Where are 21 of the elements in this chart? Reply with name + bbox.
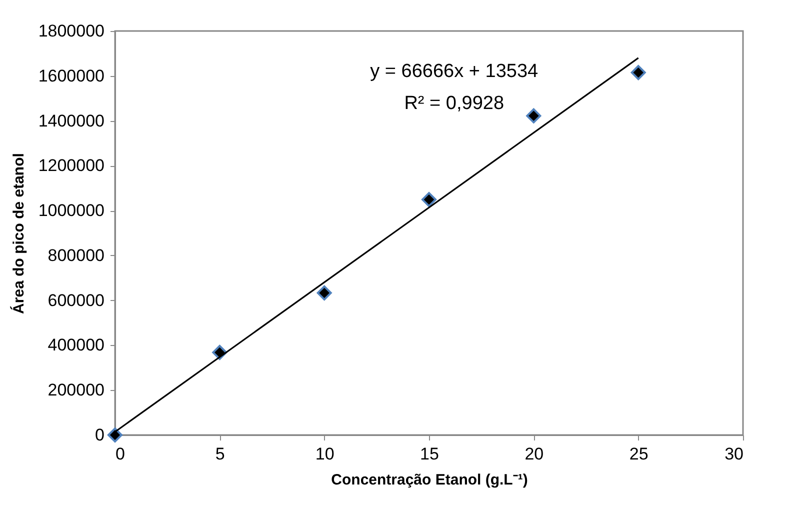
y-tick-label: 400000 [48, 336, 104, 355]
y-tick-label: 1600000 [38, 66, 104, 86]
x-tick-label: 25 [629, 444, 648, 464]
x-tick-label: 30 [724, 444, 744, 464]
x-tick-label: 15 [420, 444, 439, 464]
y-tick-label: 800000 [48, 246, 104, 265]
y-axis-title: Área do pico de etanol [9, 153, 28, 314]
y-tick-label: 1800000 [38, 22, 104, 40]
annotation: R² = 0,9928 [404, 93, 504, 114]
x-tick-label: 0 [116, 444, 125, 464]
y-tick-label: 1400000 [38, 111, 104, 130]
annotation: y = 66666x + 13534 [370, 61, 539, 82]
x-tick-label: 20 [524, 444, 544, 464]
y-tick-label: 200000 [48, 380, 104, 400]
y-tick-label: 1200000 [38, 156, 104, 176]
x-axis-title: Concentração Etanol (g.L⁻¹) [331, 472, 528, 488]
x-tick-label: 5 [215, 444, 225, 464]
x-tick-label: 10 [315, 444, 334, 464]
y-tick-label: 600000 [48, 290, 104, 310]
y-tick-label: 1000000 [38, 201, 104, 220]
y-tick-label: 0 [95, 426, 104, 444]
